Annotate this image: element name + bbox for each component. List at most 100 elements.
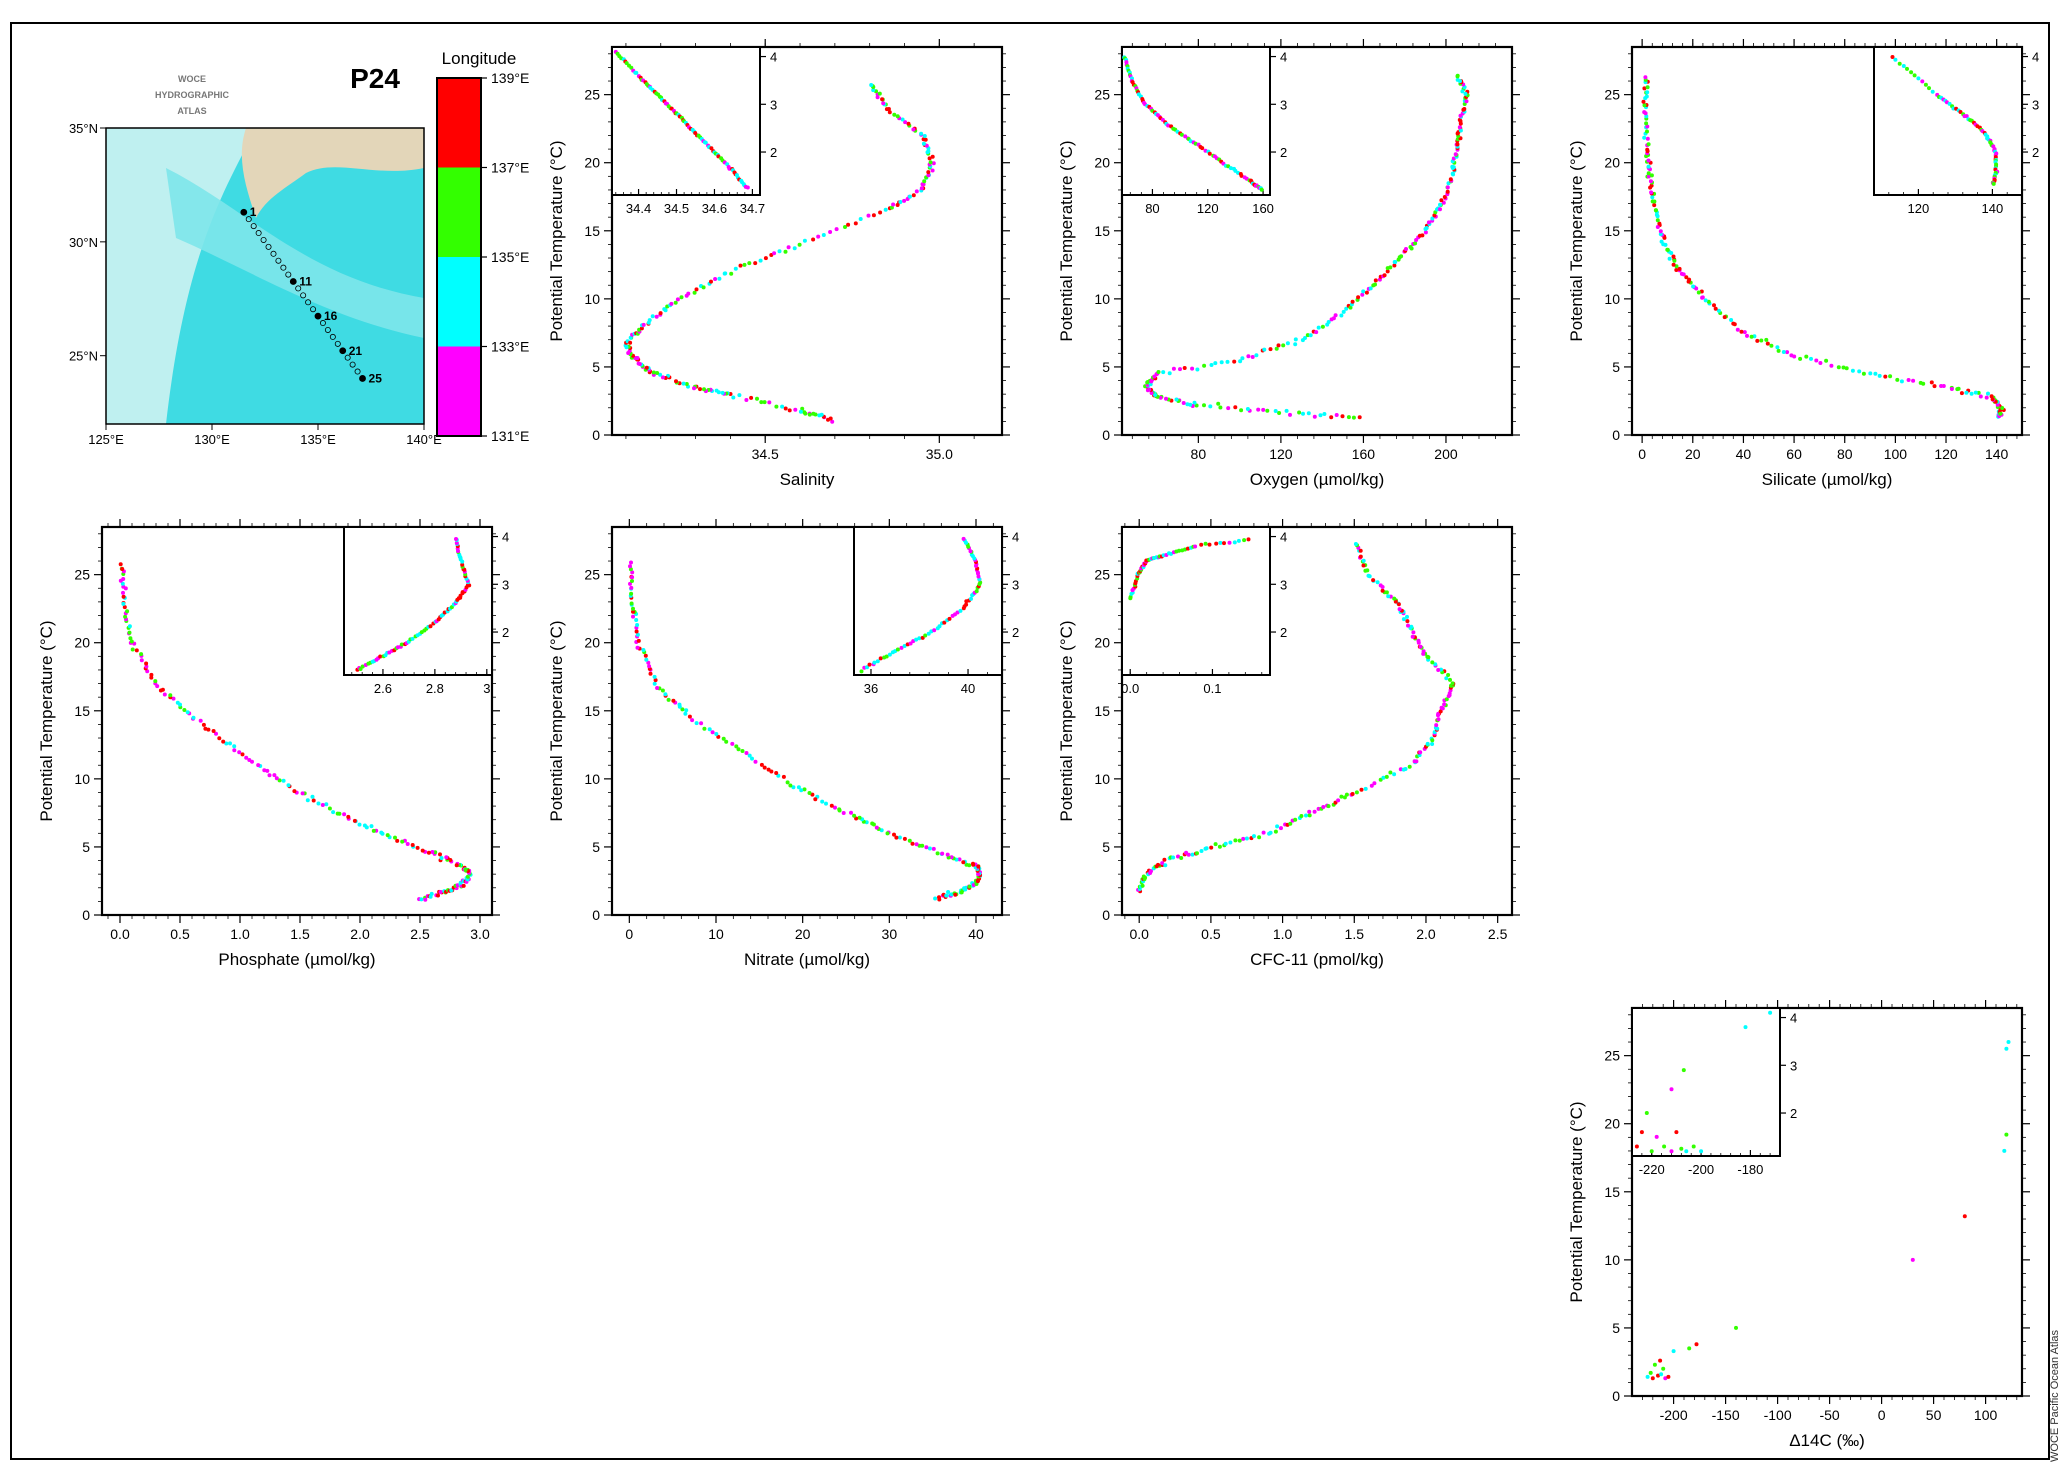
data-point [772,251,777,256]
data-point [1227,540,1232,545]
data-point [971,861,975,866]
data-point [1448,177,1453,182]
data-point [129,639,134,644]
data-point [878,656,883,661]
data-point [1446,673,1451,677]
data-point [651,370,656,375]
data-point [709,279,713,284]
data-point [1334,413,1339,417]
data-point [335,811,340,816]
data-point [1674,1130,1679,1135]
station-label: 21 [349,344,363,358]
data-point [439,856,444,860]
data-point [121,577,126,581]
data-point [1655,225,1660,229]
station-marker [265,243,272,250]
data-point [324,802,329,807]
x-tick-label: 1.0 [1273,926,1293,942]
data-point [1261,830,1266,835]
data-point [931,846,936,851]
x-tick-label: 120 [1269,446,1293,462]
data-point [244,755,249,760]
data-point [699,721,704,726]
data-point [149,672,154,677]
data-point [658,311,663,316]
data-point [721,736,726,741]
x-tick-label: 0.0 [1121,681,1139,696]
data-point [776,773,781,778]
data-point [1406,623,1410,628]
data-point [1646,174,1651,179]
data-point [1171,855,1176,860]
data-point [730,741,735,746]
data-point [1642,110,1647,115]
data-point [1445,185,1450,190]
data-point [866,213,871,218]
data-point [634,618,639,622]
panel-salinity: 34.5 35.0 0 5 10 15 20 25 Salinity Potential Temp… [547,39,1010,489]
x-tick-label: 34.5 [664,201,689,216]
data-point [945,852,950,857]
data-point [1240,356,1245,361]
data-point [629,560,633,565]
data-point [121,584,126,589]
data-point [852,813,857,818]
data-point [871,213,876,218]
y-tick-label: 15 [1094,223,1110,239]
data-point [1393,260,1398,264]
data-point [749,395,754,400]
data-point [1958,110,1963,114]
data-point [1893,57,1898,62]
data-point [1149,869,1153,874]
data-point [1353,542,1358,546]
colorbar-band [437,346,481,436]
colorbar-tick-label: 131°E [491,428,529,444]
data-point [1181,401,1186,405]
station-marker [240,208,248,216]
data-point [267,773,272,778]
data-point [858,217,863,221]
y-tick-label: 3 [770,97,777,112]
station-marker [260,236,267,243]
data-point [1256,407,1261,412]
data-point [1649,183,1654,188]
y-axis-label: Potential Temperature (°C) [1057,140,1076,341]
station-marker [334,340,341,347]
x-tick-label: 34.4 [626,201,651,216]
x-tick-label: 10 [708,926,724,942]
data-point [1674,268,1679,272]
station-marker [285,271,292,278]
data-point [1888,374,1893,379]
data-point [144,664,149,669]
data-point [802,787,807,792]
y-tick-label: 25 [1094,567,1110,583]
data-point [1161,370,1166,375]
data-point [1178,367,1182,372]
data-point [654,314,659,319]
y-tick-label: 5 [1102,359,1110,375]
map-frame [105,127,425,425]
x-tick-label: 120 [1908,201,1930,216]
inset-frame [1631,1007,1781,1157]
data-point [139,652,144,657]
data-point [320,803,325,807]
data-point [1239,408,1244,413]
data-point [1691,1144,1696,1149]
data-point [1203,541,1208,546]
data-point [1363,786,1368,791]
data-point [1392,772,1397,777]
data-point [1329,415,1334,420]
data-point [1868,371,1873,376]
data-point [1174,397,1179,402]
data-point [841,811,846,815]
data-point [1354,790,1359,795]
data-point [1818,361,1823,365]
data-point [731,395,736,400]
data-point [221,739,226,744]
x-tick-label: 80 [1191,446,1207,462]
inset-c14: -220 -200 -180 2 3 4 [1631,1007,1797,1177]
data-point [694,287,699,292]
data-point [1450,681,1455,686]
data-point [1308,333,1313,338]
data-point [1927,86,1931,91]
